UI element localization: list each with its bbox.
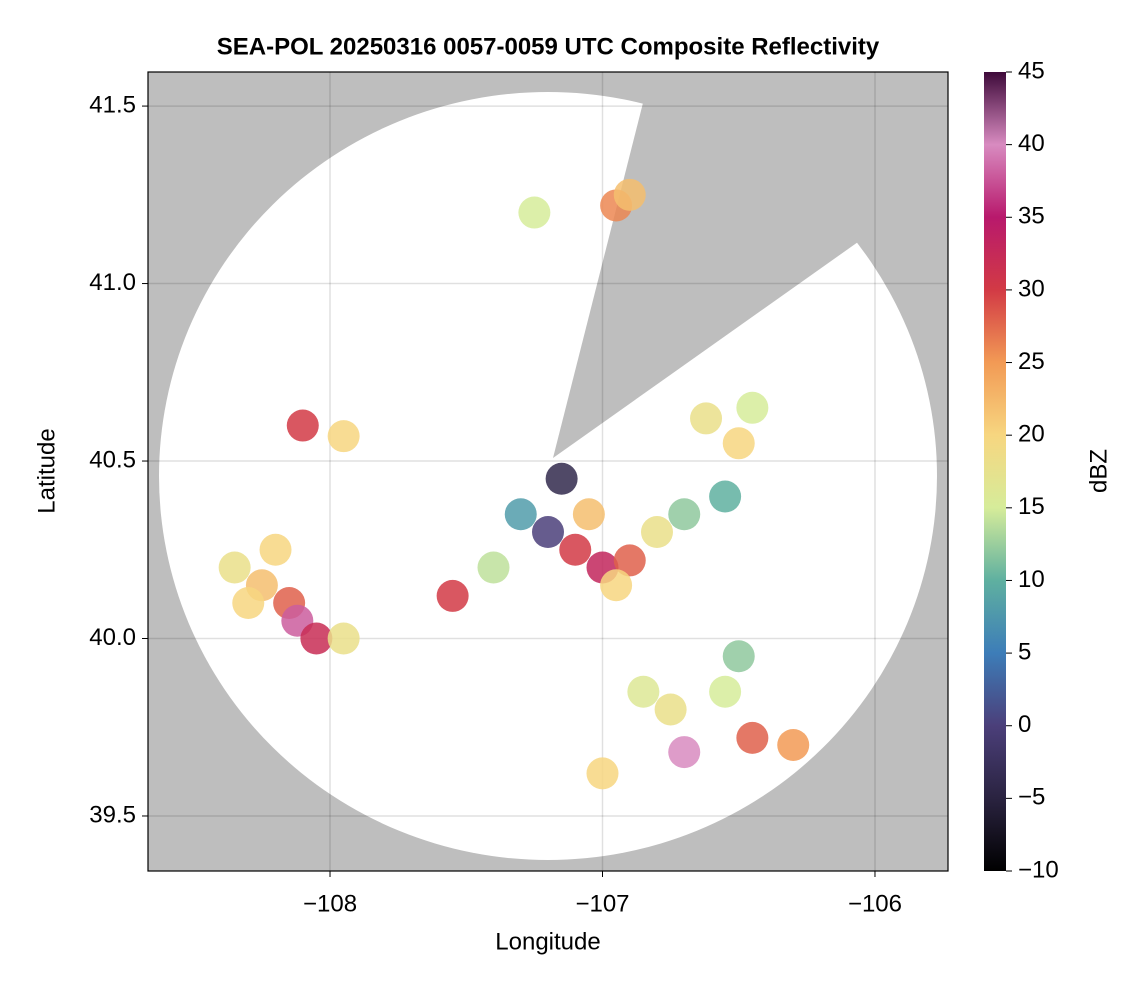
echo-cell — [545, 462, 578, 495]
colorbar-tick-label: 10 — [1018, 566, 1045, 593]
colorbar-tick-label: 35 — [1018, 203, 1045, 230]
echo-cell — [586, 757, 619, 790]
echo-cell — [736, 391, 769, 424]
colorbar-tick-label: 45 — [1018, 57, 1045, 84]
echo-cell — [640, 516, 673, 549]
echoes — [218, 178, 810, 790]
echo-cell — [709, 675, 742, 708]
x-tick-label: −106 — [848, 890, 902, 917]
echo-cell — [668, 498, 701, 531]
colorbar-tick-label: 5 — [1018, 638, 1031, 665]
x-tick-label: −107 — [575, 890, 629, 917]
echo-cell — [690, 402, 723, 435]
y-tick-label: 41.0 — [89, 269, 136, 296]
blocked-sector — [553, 72, 900, 458]
echo-cell — [532, 516, 564, 549]
colorbar-tick-label: 40 — [1018, 130, 1045, 157]
echo-cell — [613, 544, 646, 577]
colorbar-tick-label: 15 — [1018, 493, 1045, 520]
echo-cell — [600, 569, 633, 602]
echo-cell — [777, 728, 810, 761]
echo-cell — [654, 693, 687, 726]
colorbar-tick-label: −10 — [1018, 856, 1059, 883]
colorbar-label: dBZ — [1085, 449, 1112, 493]
echo-cell — [477, 551, 510, 584]
colorbar-tick-label: 25 — [1018, 348, 1045, 375]
echo-cell — [327, 622, 360, 655]
echo-cell — [327, 420, 360, 453]
echo-cell — [218, 551, 251, 584]
echo-cell — [627, 675, 660, 708]
echo-cell — [709, 480, 742, 513]
y-tick-label: 40.0 — [89, 624, 136, 651]
echo-cell — [559, 533, 592, 566]
x-axis-label: Longitude — [495, 928, 600, 955]
echo-cell — [722, 427, 755, 460]
echo-cell — [232, 587, 265, 620]
echo-cell — [259, 533, 292, 566]
grid — [148, 72, 948, 871]
echo-cell — [504, 498, 537, 531]
echo-cell — [736, 721, 769, 754]
y-tick-label: 40.5 — [89, 446, 136, 473]
colorbar-tick-label: −5 — [1018, 784, 1045, 811]
colorbar-tick-label: 30 — [1018, 275, 1045, 302]
x-tick-label: −108 — [303, 890, 357, 917]
colorbar-tick-label: 20 — [1018, 421, 1045, 448]
echo-cell — [436, 579, 469, 612]
echo-cell — [300, 622, 333, 655]
y-axis-label: Latitude — [33, 428, 60, 513]
echo-cell — [286, 409, 319, 442]
echo-cell — [722, 640, 755, 673]
plot-frame — [147, 71, 949, 872]
y-tick-label: 39.5 — [89, 801, 136, 828]
colorbar-tick-label: 0 — [1018, 711, 1031, 738]
echo-cell — [518, 196, 551, 229]
colorbar — [984, 72, 1006, 871]
echo-cell — [572, 498, 605, 531]
echo-cell — [613, 178, 646, 211]
chart-title: SEA-POL 20250316 0057-0059 UTC Composite… — [217, 33, 880, 60]
echo-cell — [668, 736, 701, 769]
y-tick-label: 41.5 — [89, 91, 136, 118]
